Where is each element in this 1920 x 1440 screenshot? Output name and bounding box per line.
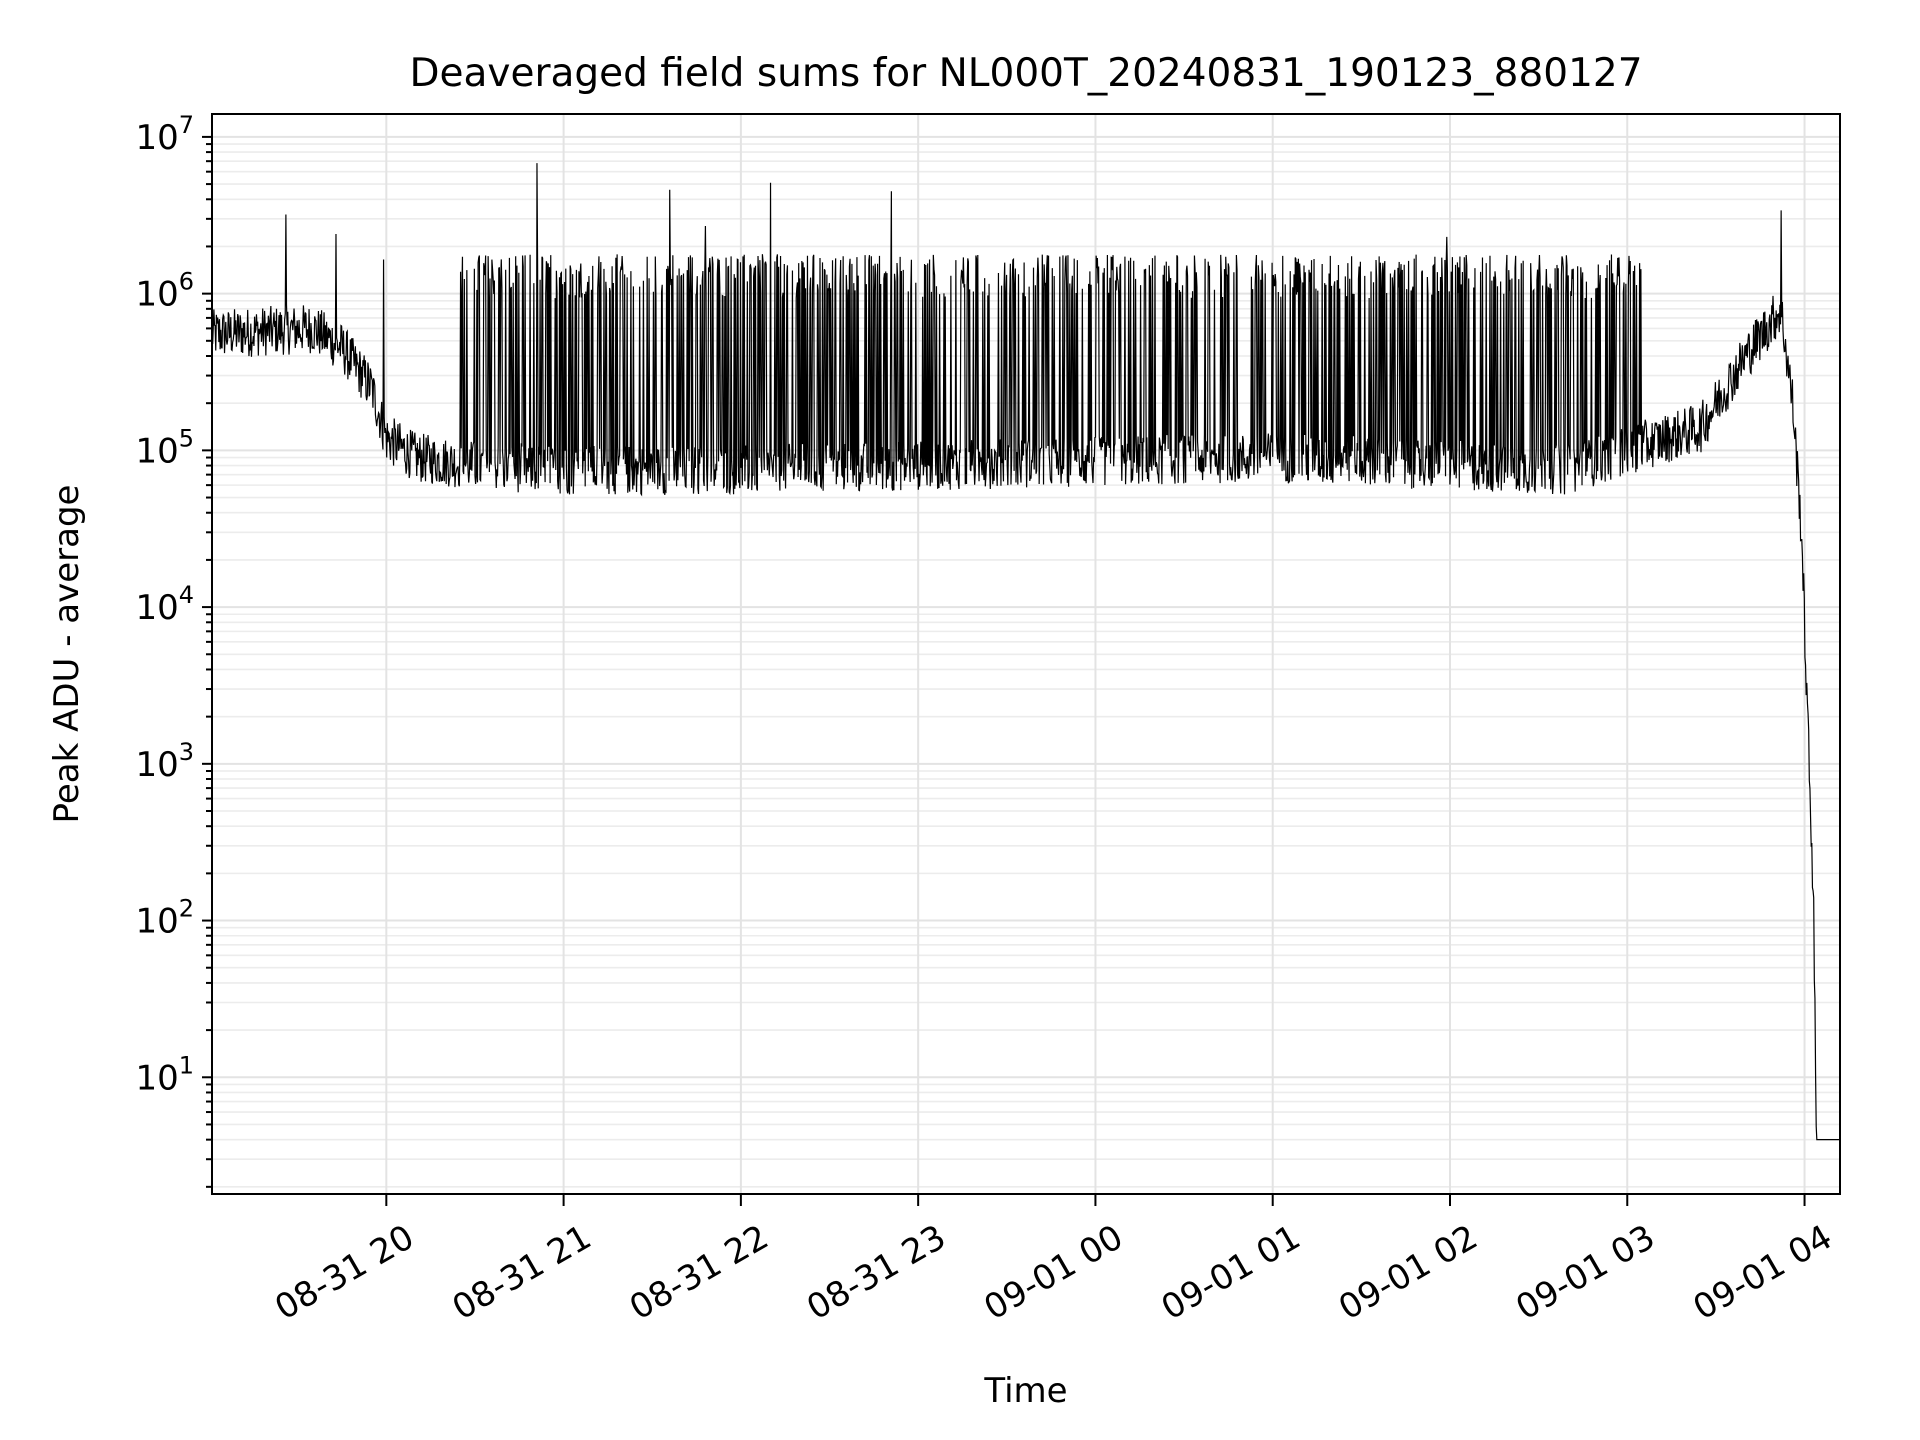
x-tick-label: 08-31 21 bbox=[446, 1217, 598, 1328]
chart-title: Deaveraged field sums for NL000T_2024083… bbox=[409, 51, 1642, 96]
series-line bbox=[211, 163, 1840, 1141]
y-tick-label: 103 bbox=[135, 738, 194, 785]
y-axis: 101 102 103 104 105 106 107 bbox=[135, 111, 212, 1188]
x-tick-label: 09-01 04 bbox=[1687, 1217, 1839, 1328]
x-tick-label: 09-01 01 bbox=[1155, 1217, 1307, 1328]
y-tick-label: 104 bbox=[135, 581, 194, 628]
x-tick-label: 09-01 02 bbox=[1332, 1217, 1484, 1328]
y-axis-label: Peak ADU - average bbox=[47, 485, 87, 824]
y-tick-label: 106 bbox=[135, 268, 194, 315]
y-tick-label: 101 bbox=[135, 1051, 194, 1098]
x-tick-label: 08-31 22 bbox=[623, 1217, 775, 1328]
y-tick-label: 107 bbox=[135, 111, 194, 158]
x-tick-label: 08-31 23 bbox=[800, 1217, 952, 1328]
grid bbox=[212, 114, 1840, 1194]
x-tick-label: 09-01 00 bbox=[978, 1217, 1130, 1328]
y-tick-label: 105 bbox=[135, 424, 194, 471]
x-axis: 08-31 20 08-31 21 08-31 22 08-31 23 09-01 00… bbox=[268, 1194, 1839, 1328]
x-tick-label: 08-31 20 bbox=[268, 1217, 420, 1328]
x-tick-label: 09-01 03 bbox=[1509, 1217, 1661, 1328]
y-tick-label: 102 bbox=[135, 895, 194, 942]
data-series bbox=[211, 163, 1840, 1141]
x-axis-label: Time bbox=[983, 1371, 1067, 1411]
